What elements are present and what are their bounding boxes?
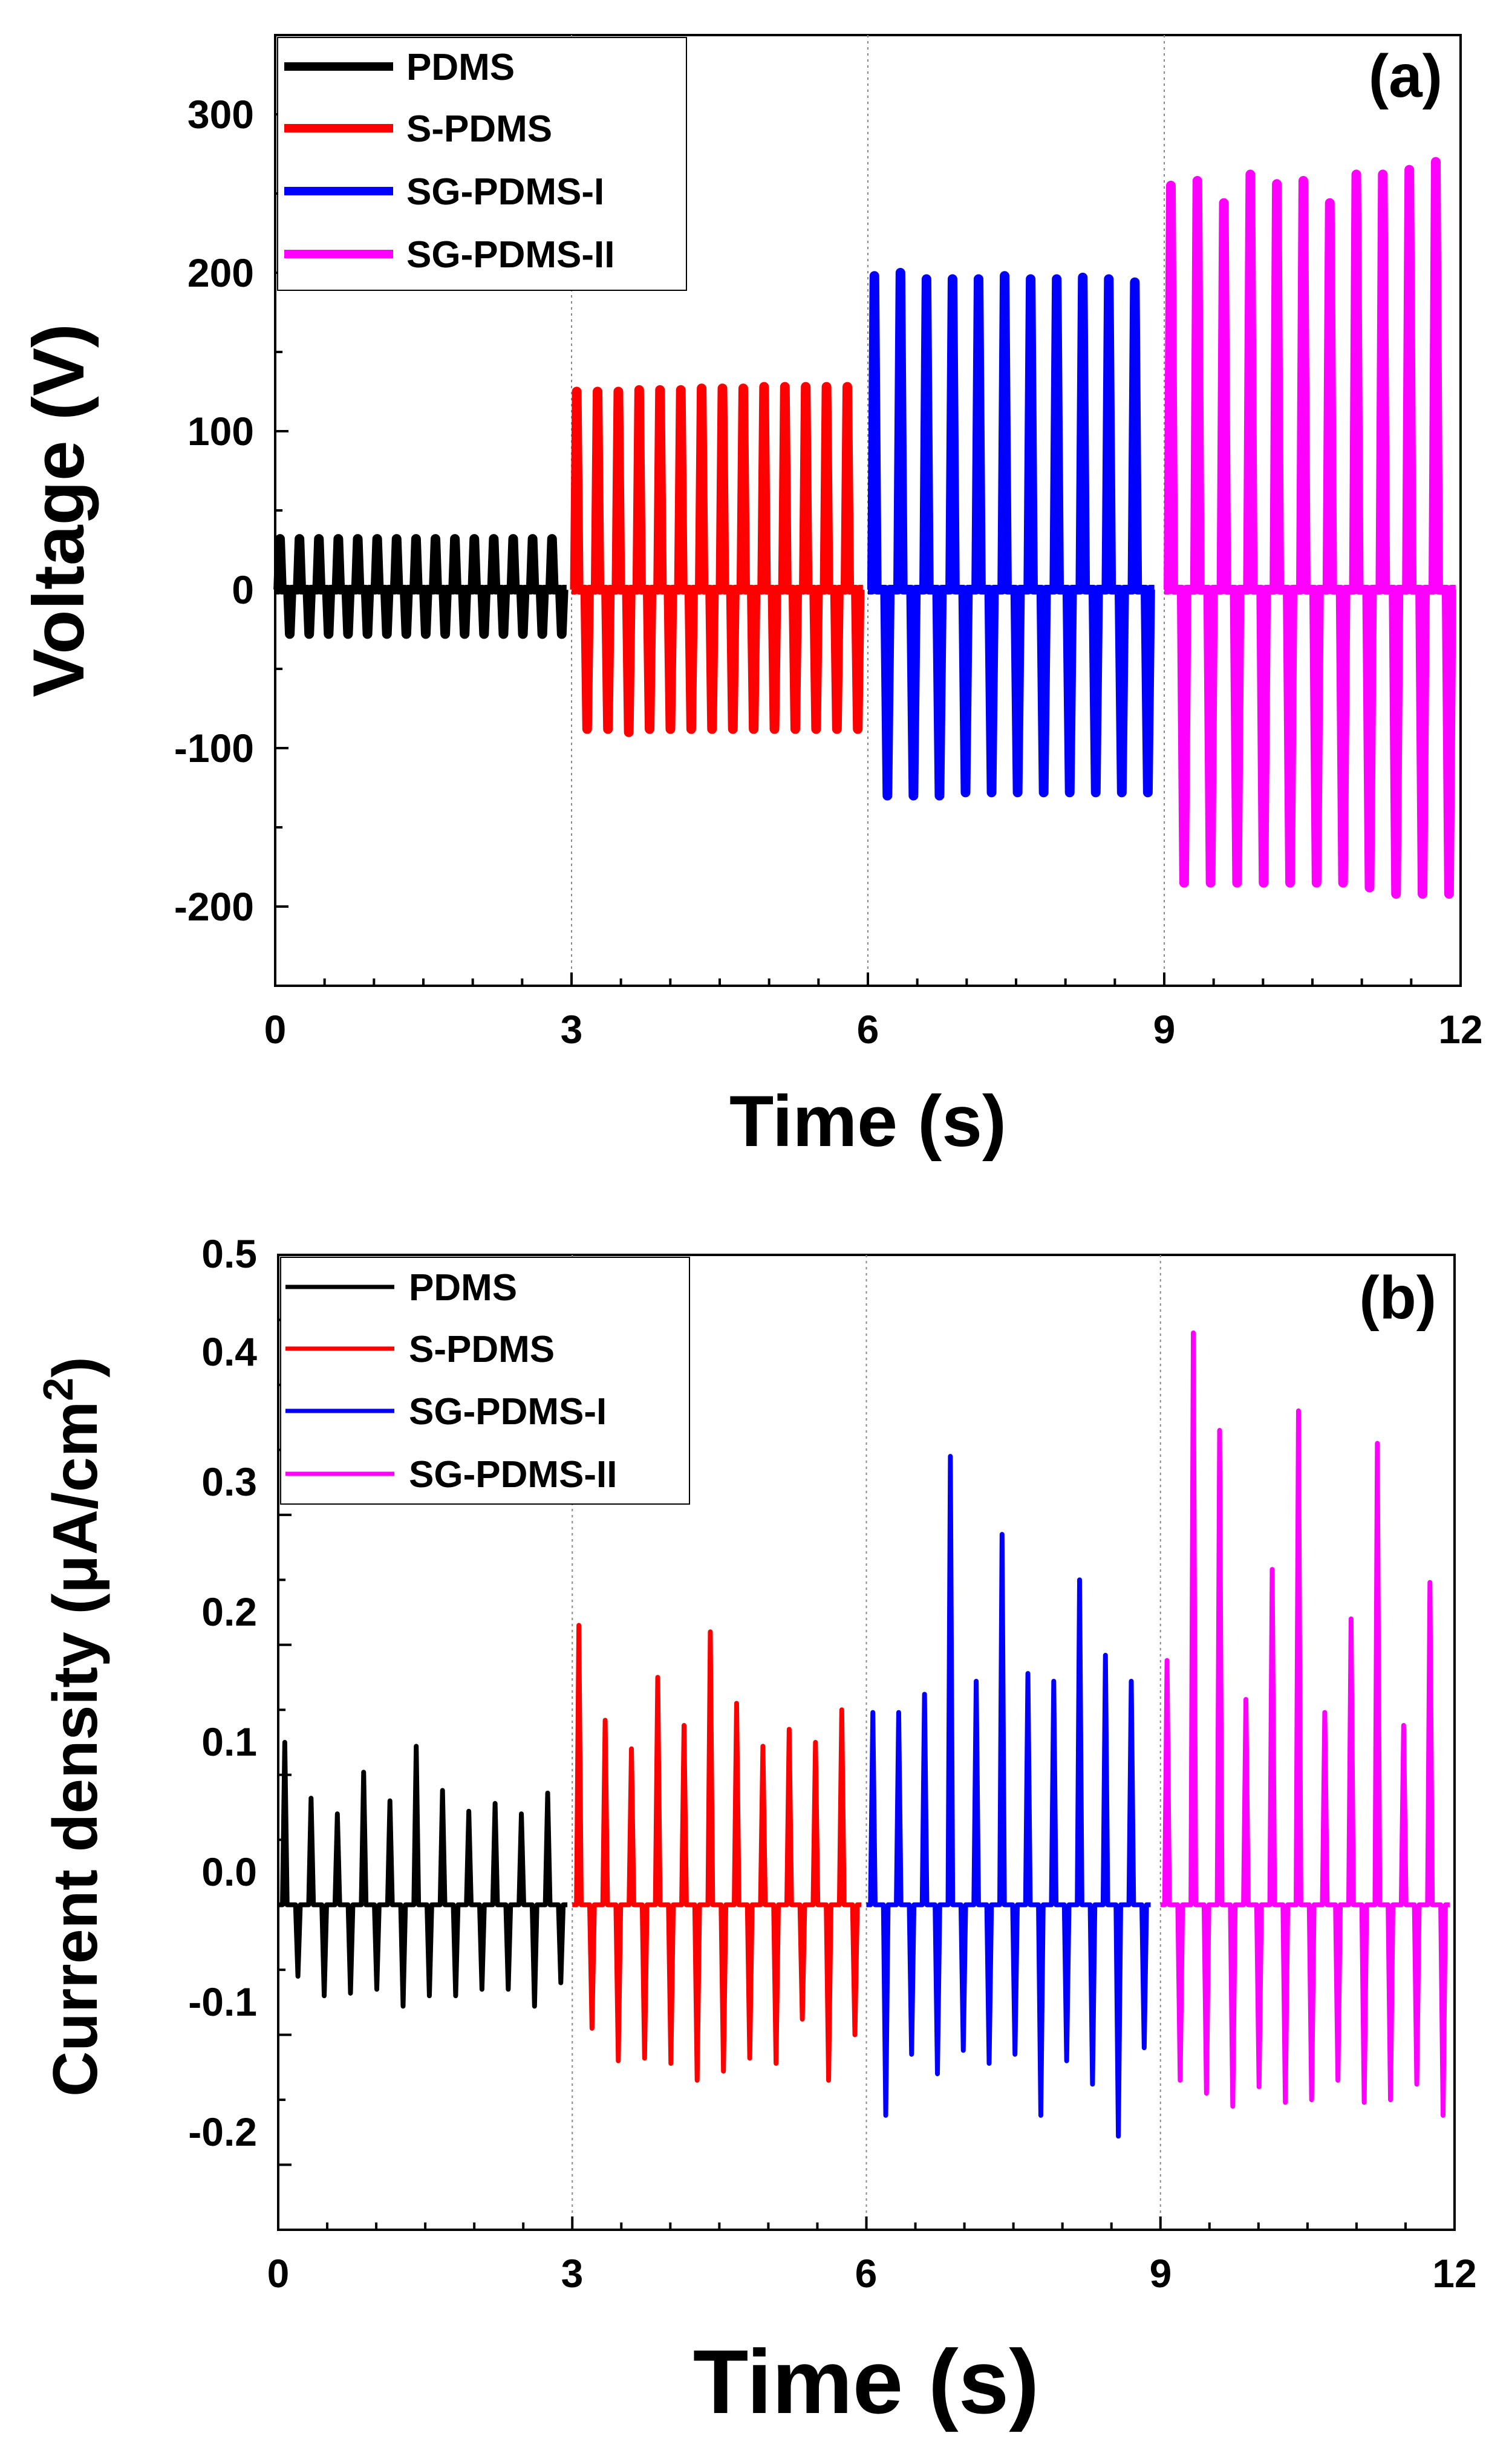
x-axis-title: Time (s): [729, 1081, 1006, 1162]
series-a: [273, 157, 1456, 899]
series-sg-pdms-ii-voltage: [1164, 157, 1456, 899]
y-tick-label: -0.2: [188, 2109, 257, 2154]
series-sg-pdms-i-current: [866, 1454, 1151, 2139]
series-pdms-voltage: [273, 534, 569, 639]
legend-label-s-pdms: S-PDMS: [406, 108, 552, 150]
series-s-pdms-voltage: [570, 382, 865, 737]
legend-label-pdms: PDMS: [409, 1267, 517, 1309]
y-tick-label: 0.2: [201, 1589, 257, 1634]
y-tick-label: 200: [187, 250, 254, 295]
series-b: [278, 1330, 1450, 2139]
legend-label-sg-pdms-ii: SG-PDMS-II: [406, 234, 614, 276]
voltage-panel: 0 3 6 9 12 -200 -100 0 100 200 300 Time …: [18, 34, 1483, 1162]
y-axis-title-superscript: 2: [34, 1378, 82, 1401]
y-tick-label: -0.1: [188, 1979, 257, 2024]
series-s-pdms-current: [572, 1623, 862, 2083]
y-tick-label: -200: [174, 884, 254, 929]
y-tick-label: -100: [174, 726, 254, 770]
panel-label-b: (b): [1359, 1264, 1436, 1332]
legend-label-s-pdms: S-PDMS: [409, 1329, 555, 1370]
y-axis-title-main: Current density (μA/cm: [41, 1401, 111, 2097]
x-tick-label: 9: [1153, 1007, 1176, 1052]
x-tick-label: 6: [855, 2251, 878, 2296]
legend-label-sg-pdms-i: SG-PDMS-I: [406, 171, 604, 213]
y-tick-label: 0.1: [201, 1719, 257, 1764]
y-tick-label: 0.5: [201, 1231, 257, 1276]
x-tick-label: 0: [267, 2251, 290, 2296]
legend-frame-b: [280, 1257, 690, 1505]
x-tick-label: 6: [857, 1007, 879, 1052]
panel-label-a: (a): [1369, 42, 1442, 110]
x-tick-label: 3: [561, 2251, 584, 2296]
series-pdms-current: [278, 1740, 568, 2009]
legend-label-sg-pdms-ii: SG-PDMS-II: [409, 1454, 617, 1496]
y-axis-title: Voltage (V): [18, 324, 99, 697]
y-tick-label: 100: [187, 409, 254, 454]
y-axis-title-close: ): [41, 1356, 111, 1378]
x-tick-label: 12: [1432, 2251, 1476, 2296]
x-axis-title: Time (s): [693, 2331, 1039, 2432]
legend-frame-a: [277, 37, 687, 291]
x-tick-label: 12: [1438, 1007, 1482, 1052]
y-tick-label: 300: [187, 92, 254, 137]
y-tick-label: 0.4: [201, 1329, 257, 1374]
series-sg-pdms-ii-current: [1160, 1330, 1450, 2118]
legend-a: PDMS S-PDMS SG-PDMS-I SG-PDMS-II: [277, 37, 687, 291]
y-axis-title: Current density (μA/cm2): [34, 1356, 111, 2097]
x-tick-label: 0: [264, 1007, 287, 1052]
legend-b: PDMS S-PDMS SG-PDMS-I SG-PDMS-II: [280, 1257, 690, 1505]
y-tick-label: 0.3: [201, 1459, 257, 1504]
x-tick-label: 9: [1150, 2251, 1172, 2296]
y-tick-label: 0: [232, 567, 254, 612]
legend-label-pdms: PDMS: [406, 47, 515, 88]
divider-lines-b: [572, 1255, 1161, 2230]
current-density-panel: 0 3 6 9 12 -0.2 -0.1 0.0 0.1 0.2 0.3 0.4…: [34, 1231, 1477, 2432]
series-sg-pdms-i-voltage: [867, 268, 1155, 801]
legend-label-sg-pdms-i: SG-PDMS-I: [409, 1391, 607, 1433]
x-tick-label: 3: [561, 1007, 583, 1052]
y-tick-label: 0.0: [201, 1849, 257, 1894]
